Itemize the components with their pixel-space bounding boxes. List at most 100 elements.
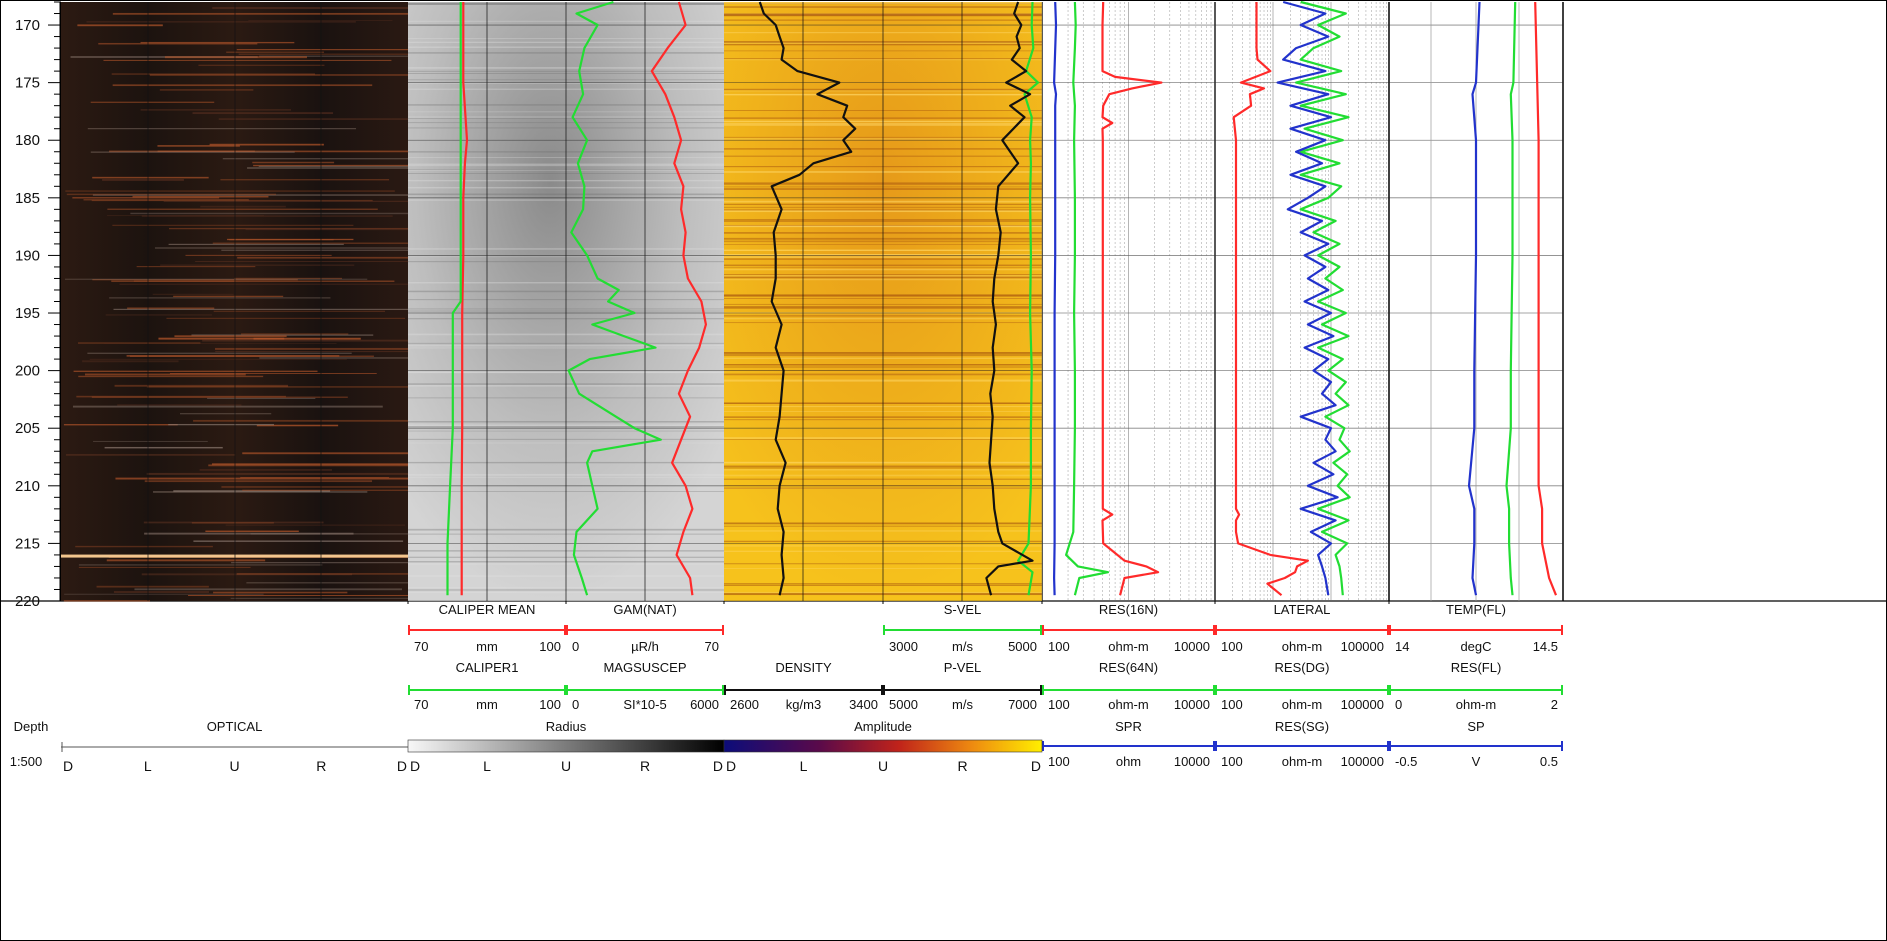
header-name-res-sg: RES(SG) xyxy=(1275,719,1329,734)
header-unit-lateral: ohm-m xyxy=(1282,639,1322,654)
optical-texture xyxy=(185,254,332,256)
optical-texture xyxy=(106,559,266,562)
optical-texture xyxy=(218,118,408,120)
header-name-temp-fl: TEMP(FL) xyxy=(1446,602,1506,617)
optical-texture xyxy=(82,360,179,363)
colorbar-label-radius: Radius xyxy=(546,719,587,734)
optical-texture xyxy=(236,49,408,51)
depth-tick-label: 180 xyxy=(15,132,40,149)
optical-texture xyxy=(153,491,368,493)
optical-texture xyxy=(91,396,348,398)
header-name-res-16n: RES(16N) xyxy=(1099,602,1158,617)
header-name-spr: SPR xyxy=(1115,719,1142,734)
optical-texture xyxy=(115,477,409,480)
header-unit-sp: V xyxy=(1472,754,1481,769)
optical-texture xyxy=(140,41,295,44)
header-max-temp-fl: 14.5 xyxy=(1533,639,1558,654)
optical-texture xyxy=(127,307,215,310)
optical-texture xyxy=(149,74,409,76)
optical-texture xyxy=(191,522,274,524)
optical-texture xyxy=(152,293,234,295)
optical-texture xyxy=(64,593,264,595)
optical-texture xyxy=(213,310,385,312)
header-name-s-vel: S-VEL xyxy=(944,602,982,617)
curve-res-16n xyxy=(1101,1,1163,596)
orientation-label-d: D xyxy=(726,758,736,774)
orientation-label-r: R xyxy=(316,758,326,774)
header-max-sp: 0.5 xyxy=(1540,754,1558,769)
optical-texture xyxy=(207,397,316,399)
header-unit-res-fl: ohm-m xyxy=(1456,697,1496,712)
optical-texture xyxy=(126,355,340,357)
optical-texture xyxy=(113,591,209,593)
optical-texture xyxy=(237,256,408,259)
optical-texture xyxy=(104,343,337,344)
header-name-p-vel: P-VEL xyxy=(944,660,982,675)
optical-texture xyxy=(211,463,408,466)
optical-texture xyxy=(221,486,408,488)
header-max-caliper1: 100 xyxy=(539,697,561,712)
colorbar-label-amplitude: Amplitude xyxy=(854,719,912,734)
optical-texture xyxy=(212,7,408,9)
header-unit-magsuscep: SI*10-5 xyxy=(623,697,666,712)
optical-texture xyxy=(130,212,408,215)
optical-texture xyxy=(72,405,383,408)
optical-texture xyxy=(256,424,339,427)
optical-texture xyxy=(241,333,349,335)
optical-texture xyxy=(220,179,390,181)
optical-texture xyxy=(205,530,299,532)
optical-texture xyxy=(193,540,404,542)
header-min-res-sg: 100 xyxy=(1221,754,1243,769)
curve-density xyxy=(758,1,857,596)
optical-texture xyxy=(114,384,289,387)
header-name-res-64n: RES(64N) xyxy=(1099,660,1158,675)
header-unit-s-vel: m/s xyxy=(952,639,973,654)
optical-texture xyxy=(78,566,251,568)
optical-texture xyxy=(113,308,408,310)
optical-texture xyxy=(238,53,408,55)
optical-texture xyxy=(179,413,272,415)
curve-p-vel xyxy=(985,1,1034,596)
optical-texture xyxy=(117,404,242,406)
optical-texture xyxy=(173,490,331,492)
optical-texture xyxy=(141,215,393,217)
header-unit-density: kg/m3 xyxy=(786,697,821,712)
header-min-temp-fl: 14 xyxy=(1395,639,1409,654)
optical-texture xyxy=(229,239,334,241)
header-min-sp: -0.5 xyxy=(1395,754,1417,769)
depth-tick-label: 195 xyxy=(15,305,40,322)
orientation-label-l: L xyxy=(800,758,808,774)
header-unit-caliper-mean: mm xyxy=(476,639,498,654)
header-max-res-64n: 10000 xyxy=(1174,697,1210,712)
optical-texture xyxy=(92,176,209,179)
header-max-res-fl: 2 xyxy=(1551,697,1558,712)
colorbar-amplitude xyxy=(723,739,1043,753)
curve-res-sg xyxy=(1276,0,1339,596)
header-unit-p-vel: m/s xyxy=(952,697,973,712)
header-max-lateral: 100000 xyxy=(1341,639,1384,654)
optical-texture xyxy=(65,190,395,192)
header-max-density: 3400 xyxy=(849,697,878,712)
header-max-magsuscep: 6000 xyxy=(690,697,719,712)
depth-tick-label: 220 xyxy=(15,593,40,610)
optical-texture xyxy=(198,64,325,66)
optical-texture xyxy=(112,84,373,87)
optical-texture xyxy=(65,453,236,456)
header-name-gam-nat: GAM(NAT) xyxy=(613,602,676,617)
header-name-caliper1: CALIPER1 xyxy=(456,660,519,675)
optical-texture xyxy=(209,143,324,146)
header-min-caliper-mean: 70 xyxy=(414,639,428,654)
optical-texture xyxy=(92,279,298,281)
optical-texture xyxy=(248,20,393,21)
orientation-label-d: D xyxy=(63,758,73,774)
header-name-caliper-mean: CALIPER MEAN xyxy=(439,602,536,617)
colorbar-radius xyxy=(407,739,725,753)
orientation-label-l: L xyxy=(144,758,152,774)
header-min-res-dg: 100 xyxy=(1221,697,1243,712)
optical-texture xyxy=(200,205,286,208)
optical-texture xyxy=(169,373,377,374)
optical-texture xyxy=(133,280,236,282)
optical-texture xyxy=(112,12,408,15)
header-name-res-dg: RES(DG) xyxy=(1275,660,1330,675)
optical-texture xyxy=(86,21,356,23)
